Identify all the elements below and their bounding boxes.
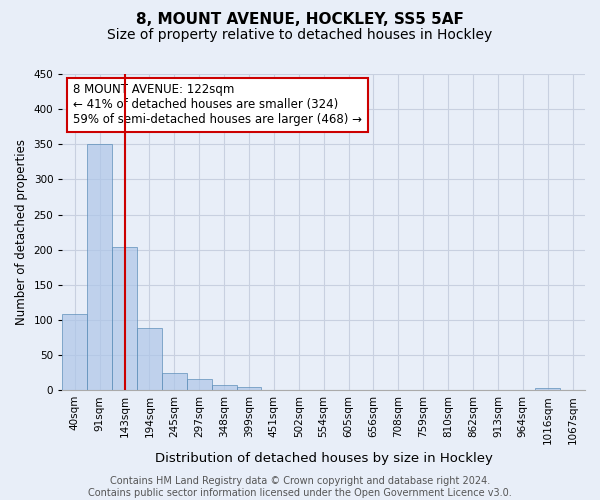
X-axis label: Distribution of detached houses by size in Hockley: Distribution of detached houses by size … [155, 452, 493, 465]
Bar [236, 386, 262, 390]
Text: 8 MOUNT AVENUE: 122sqm
← 41% of detached houses are smaller (324)
59% of semi-de: 8 MOUNT AVENUE: 122sqm ← 41% of detached… [73, 84, 362, 126]
Y-axis label: Number of detached properties: Number of detached properties [15, 139, 28, 325]
Bar [87, 144, 112, 390]
Bar [112, 247, 137, 390]
Bar [212, 384, 236, 390]
Bar [535, 388, 560, 390]
Text: Size of property relative to detached houses in Hockley: Size of property relative to detached ho… [107, 28, 493, 42]
Text: Contains HM Land Registry data © Crown copyright and database right 2024.
Contai: Contains HM Land Registry data © Crown c… [88, 476, 512, 498]
Text: 8, MOUNT AVENUE, HOCKLEY, SS5 5AF: 8, MOUNT AVENUE, HOCKLEY, SS5 5AF [136, 12, 464, 28]
Bar [162, 374, 187, 390]
Bar [137, 328, 162, 390]
Bar [62, 314, 87, 390]
Bar [187, 379, 212, 390]
